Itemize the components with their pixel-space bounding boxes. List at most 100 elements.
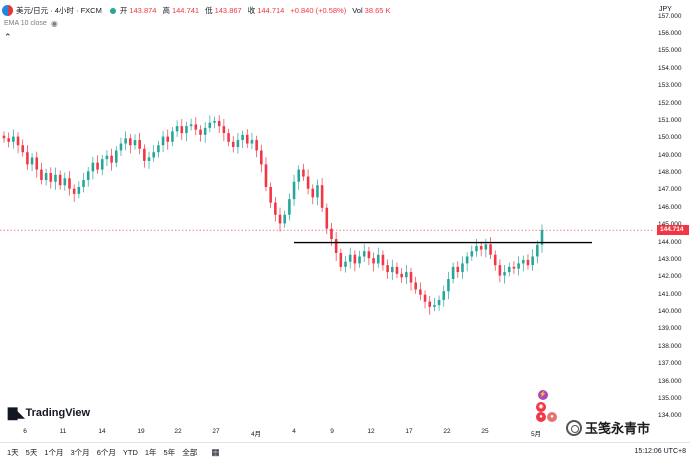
candle: [2, 131, 6, 143]
usd-jpy-flag-icon: [2, 5, 13, 16]
candle-body: [269, 186, 272, 203]
candle: [213, 116, 216, 129]
candle-body: [180, 126, 184, 134]
candle: [166, 129, 170, 150]
candle: [362, 244, 366, 263]
candle-body: [185, 126, 188, 134]
candle-body: [344, 261, 347, 267]
indicator-legend[interactable]: EMA 10 close ◉: [4, 19, 58, 28]
candle-body: [536, 244, 539, 257]
price-chart[interactable]: [0, 0, 655, 425]
candle: [437, 295, 441, 311]
candle-body: [428, 301, 432, 307]
candle: [91, 156, 95, 180]
period-all-button[interactable]: 全部: [182, 448, 198, 457]
calendar-icon[interactable]: ▦: [211, 447, 220, 457]
candle: [152, 145, 155, 162]
candle-body: [203, 127, 207, 135]
candle: [217, 115, 221, 133]
candle: [498, 259, 502, 283]
candle-body: [400, 273, 403, 278]
candle-body: [100, 159, 104, 170]
flag-event-icon[interactable]: ●: [536, 412, 546, 422]
chart-area[interactable]: 美元/日元 · 4小时 · FXCM 开 143.874 高 144.741 低…: [0, 0, 655, 425]
candle-body: [503, 272, 506, 276]
period-1y-button[interactable]: 1年: [144, 448, 157, 457]
price-tick-label: 138.000: [658, 342, 682, 350]
price-axis[interactable]: JPY 157.000 156.000 155.000 154.000 153.000 1…: [655, 0, 690, 425]
candle-body: [278, 214, 282, 224]
candle-body: [381, 254, 385, 266]
candle-body: [255, 140, 258, 151]
candle-body: [367, 251, 371, 259]
candle: [12, 129, 15, 149]
candle-body: [512, 266, 516, 269]
candle-body: [147, 157, 151, 161]
candle: [171, 127, 174, 147]
price-tick-label: 156.000: [658, 30, 682, 38]
symbol-label[interactable]: 美元/日元 · 4小时 · FXCM: [16, 6, 102, 15]
candle-body: [222, 126, 226, 134]
price-tick-label: 141.000: [658, 290, 682, 298]
candle-body: [175, 126, 179, 132]
event-marker-icon[interactable]: ◉: [536, 402, 546, 412]
period-1d-button[interactable]: 1天: [7, 448, 19, 457]
candle-body: [306, 176, 310, 189]
time-axis[interactable]: 6 11 14 19 22 27 4月 4 9 12 17 22 25 5月: [0, 425, 655, 441]
clock-display[interactable]: 15:12:06 UTC+8: [634, 448, 686, 455]
candle-body: [138, 140, 141, 149]
period-6m-button[interactable]: 6个月: [96, 448, 116, 457]
candle-body: [479, 246, 483, 250]
candle: [419, 282, 422, 301]
watermark-text: 玉笺永青市: [585, 421, 651, 436]
candle-body: [96, 162, 99, 170]
low-value: 143.867: [214, 6, 242, 15]
candle-body: [274, 202, 277, 215]
time-tick-label: 27: [212, 428, 220, 435]
candle: [110, 148, 113, 171]
candle: [189, 118, 193, 131]
candle: [63, 172, 67, 191]
currency-label[interactable]: JPY: [659, 6, 672, 13]
period-5d-button[interactable]: 5天: [25, 448, 38, 457]
candle: [451, 262, 455, 284]
candle: [479, 241, 483, 257]
candle-body: [49, 173, 53, 182]
period-ytd-button[interactable]: YTD: [122, 448, 138, 457]
period-3m-button[interactable]: 3个月: [70, 448, 90, 457]
candle-body: [288, 199, 291, 215]
volume-value: 38.65 K: [364, 6, 391, 15]
time-tick-label: 6: [23, 428, 27, 435]
candle: [40, 162, 43, 185]
candle: [227, 128, 230, 147]
candle-body: [283, 214, 286, 224]
candle-body: [91, 162, 95, 172]
time-tick-label: 25: [481, 428, 489, 435]
candle: [306, 169, 310, 195]
candle: [86, 166, 90, 187]
candle-body: [82, 180, 85, 187]
candle-body: [114, 150, 118, 163]
candle-body: [21, 145, 24, 153]
candle: [68, 171, 71, 196]
candle: [208, 115, 212, 133]
candle: [283, 210, 286, 228]
candle-body: [522, 259, 525, 264]
flag-event-icon[interactable]: ●: [547, 412, 557, 422]
eye-icon[interactable]: ◉: [50, 19, 58, 28]
candle-body: [316, 185, 319, 198]
candle: [133, 134, 137, 150]
lightning-event-icon[interactable]: ⚡: [538, 390, 548, 400]
chevron-up-icon[interactable]: ⌃: [4, 32, 12, 42]
candle-body: [166, 136, 170, 142]
candle-body: [250, 140, 254, 144]
candle-body: [236, 140, 240, 147]
candle-body: [217, 120, 221, 127]
period-5y-button[interactable]: 5年: [163, 448, 176, 457]
candle: [395, 262, 399, 279]
candle-body: [419, 289, 422, 295]
candle-body: [507, 266, 511, 273]
candle: [274, 196, 277, 222]
candle-body: [498, 265, 502, 276]
period-1m-button[interactable]: 1个月: [44, 448, 64, 457]
